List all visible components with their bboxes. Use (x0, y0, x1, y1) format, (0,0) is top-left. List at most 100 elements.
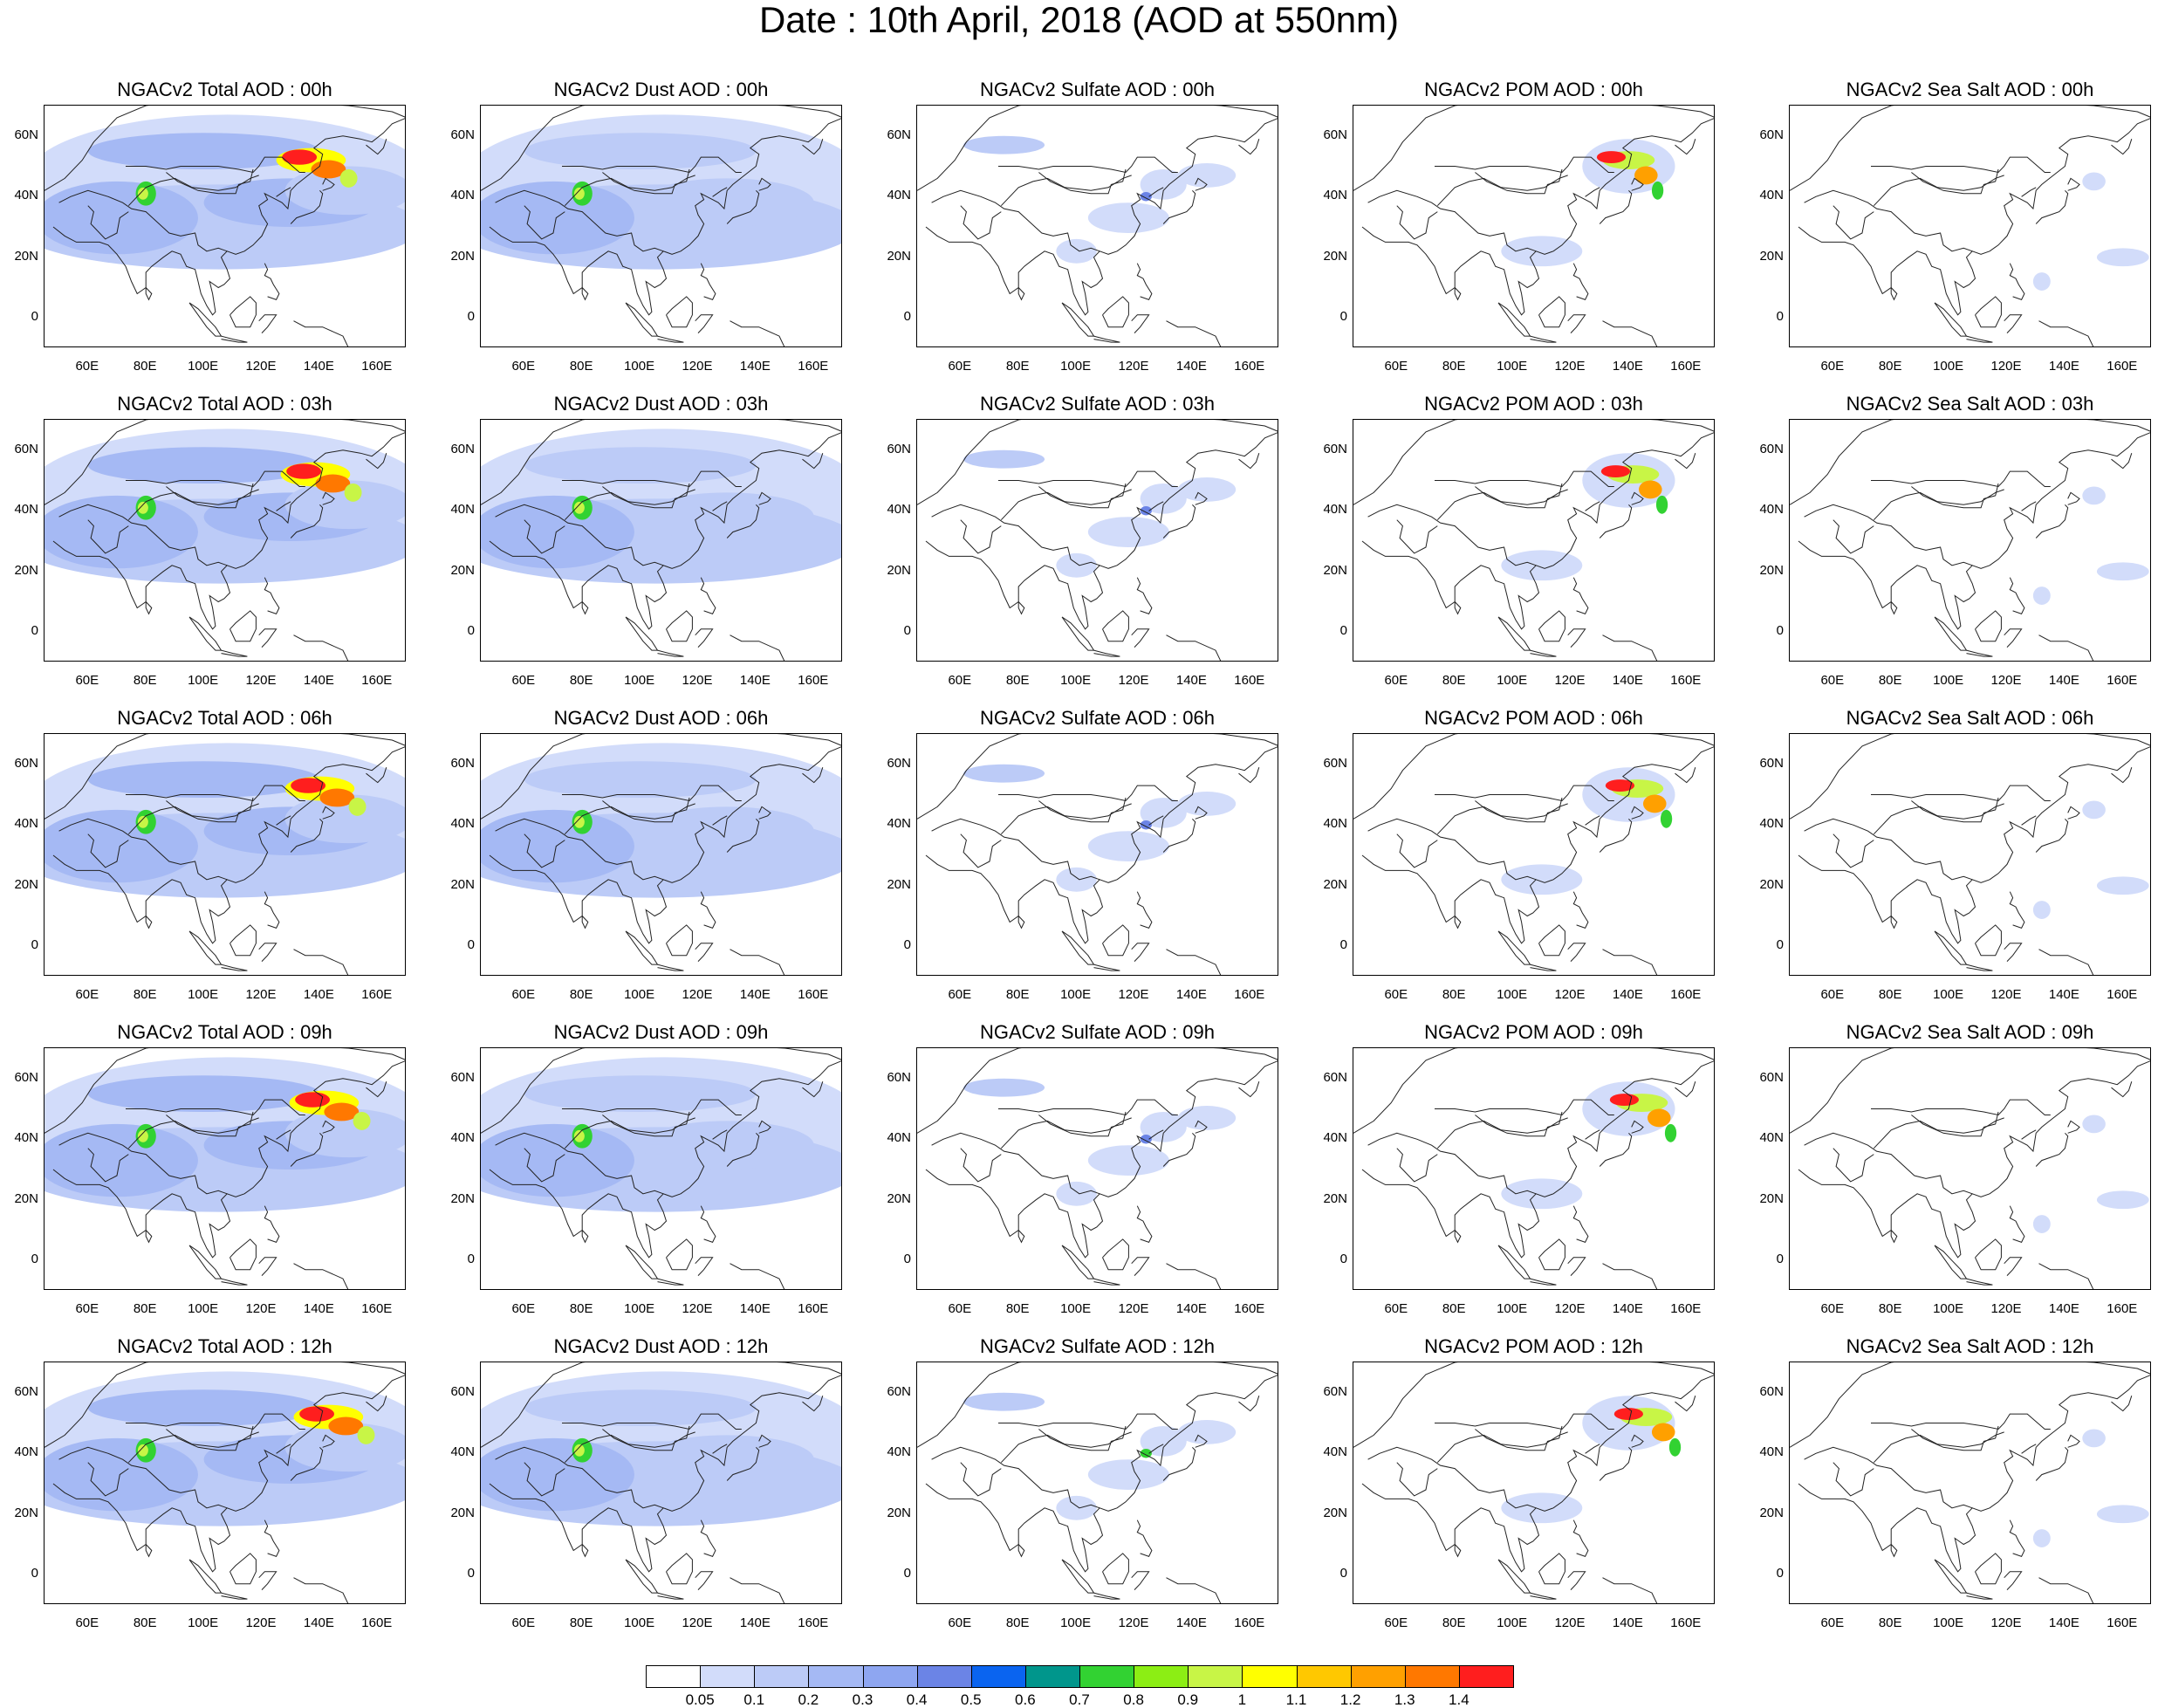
coastline (1017, 287, 1025, 301)
lat-tick-label: 20N (1759, 1505, 1784, 1520)
coastline (1435, 1413, 1614, 1430)
coastline (188, 930, 223, 965)
panel-title: NGACv2 Dust AOD : 00h (553, 79, 769, 100)
coastline (276, 187, 291, 197)
lon-tick-label: 100E (1060, 987, 1092, 1002)
lat-tick-label: 60N (450, 1383, 475, 1399)
lat-tick-label: 60N (450, 127, 475, 142)
lat-tick-label: 40N (1323, 188, 1347, 203)
colorbar-swatch (1458, 1665, 1514, 1688)
aod-plume (1600, 465, 1631, 478)
aod-plume (1140, 820, 1152, 830)
coastline (1538, 1553, 1565, 1585)
coastline (1599, 818, 1633, 853)
lat-tick-label: 60N (1759, 755, 1784, 771)
map-frame (480, 733, 842, 976)
colorbar-swatch (1296, 1665, 1352, 1688)
coastline (657, 649, 684, 657)
coastline (1497, 616, 1531, 651)
aod-plume (524, 1075, 757, 1112)
coastline (1436, 489, 1568, 521)
panel-title: NGACv2 Dust AOD : 09h (553, 1021, 769, 1043)
lat-tick-label: 0 (467, 1252, 475, 1267)
coastline (1148, 815, 1164, 826)
coastline (1102, 1553, 1129, 1585)
lat-tick-label: 40N (887, 816, 911, 832)
coastline (917, 106, 1278, 191)
lon-tick-label: 100E (188, 673, 219, 688)
coastline (276, 815, 291, 826)
coastline (1497, 302, 1531, 337)
lon-tick-label: 160E (1234, 1615, 1265, 1630)
lat-tick-label: 60N (1323, 755, 1347, 771)
coastline (1436, 1117, 1568, 1149)
lat-tick-label: 0 (1776, 623, 1784, 639)
coastline (1602, 1263, 1658, 1289)
coastline (2004, 1257, 2023, 1276)
coastline (276, 501, 291, 511)
aod-plume (1501, 236, 1583, 267)
aod-plume (324, 1102, 360, 1122)
coastline (1017, 601, 1025, 615)
coastline (1000, 1117, 1132, 1149)
coastline (1934, 1559, 1968, 1594)
lon-tick-label: 140E (303, 359, 334, 374)
lon-tick-label: 120E (245, 359, 277, 374)
coastline (524, 1148, 565, 1183)
coastline (1454, 287, 1462, 301)
lon-tick-label: 60E (948, 1301, 972, 1316)
panel-title: NGACv2 Total AOD : 03h (117, 393, 332, 415)
lon-tick-label: 120E (682, 1615, 713, 1630)
coastline (58, 1132, 228, 1195)
lon-tick-label: 160E (1234, 673, 1265, 688)
panel-title: NGACv2 Sea Salt AOD : 00h (1846, 79, 2094, 100)
coastline (2111, 767, 2133, 784)
lon-tick-label: 140E (1612, 1301, 1643, 1316)
coastline (1871, 785, 2051, 802)
coastline (998, 1099, 1178, 1116)
coastline (657, 964, 684, 971)
lat-tick-label: 60N (1323, 127, 1347, 142)
coastline (1396, 519, 1438, 554)
aod-plume (2096, 1190, 2149, 1210)
map-frame (1789, 733, 2151, 976)
coastline (366, 1396, 387, 1412)
lon-tick-label: 120E (1554, 673, 1586, 688)
lon-tick-label: 100E (188, 1301, 219, 1316)
coastline (1131, 1257, 1150, 1276)
aod-plume (1501, 550, 1583, 581)
panel-title: NGACv2 POM AOD : 00h (1424, 79, 1643, 100)
lon-tick-label: 80E (1005, 673, 1030, 688)
map-frame (480, 105, 842, 347)
lat-tick-label: 40N (450, 188, 475, 203)
coastline (700, 891, 716, 929)
colorbar-label: 0.1 (743, 1691, 765, 1708)
coastline (1102, 610, 1129, 642)
coastline (700, 263, 716, 301)
coastline (145, 916, 153, 929)
coastline (1061, 302, 1095, 337)
lat-tick-label: 40N (450, 1130, 475, 1146)
lon-tick-label: 80E (133, 359, 157, 374)
lon-tick-label: 140E (739, 673, 771, 688)
lat-tick-label: 60N (887, 1069, 911, 1085)
coastline (293, 1263, 349, 1289)
lon-tick-label: 80E (569, 673, 593, 688)
coastline (802, 1396, 824, 1412)
lon-tick-label: 120E (682, 1301, 713, 1316)
coastline (1602, 1577, 1658, 1603)
colorbar-label: 0.6 (1015, 1691, 1036, 1708)
lon-tick-label: 100E (1933, 1301, 1964, 1316)
map-canvas (1790, 734, 2150, 975)
aod-plume (1651, 181, 1664, 200)
map-frame (44, 733, 406, 976)
coastline (1675, 767, 1696, 784)
coastline (126, 156, 305, 174)
coastline (1599, 189, 1633, 224)
aod-plume (640, 1435, 814, 1484)
lon-tick-label: 120E (1990, 359, 2022, 374)
lat-tick-label: 60N (887, 441, 911, 456)
lat-tick-label: 20N (1323, 562, 1347, 578)
coastline (657, 1278, 684, 1286)
lon-tick-label: 100E (624, 987, 655, 1002)
